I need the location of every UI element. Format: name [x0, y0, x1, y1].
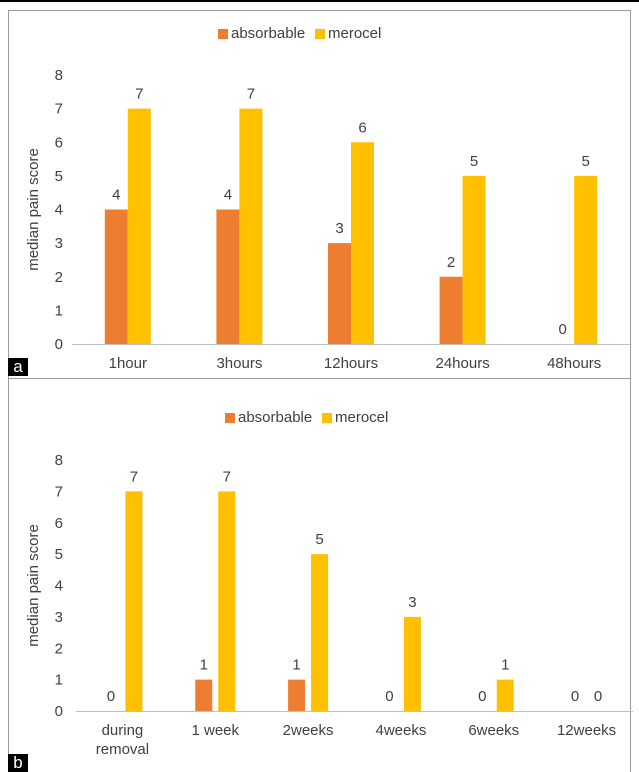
y-tick-label: 8 — [55, 67, 63, 84]
bar-merocel — [403, 616, 421, 711]
data-label-absorbable: 0 — [559, 321, 567, 338]
data-label-merocel: 7 — [135, 86, 143, 103]
bar-merocel — [125, 491, 143, 711]
panel-border — [8, 10, 631, 378]
y-axis-title: median pain score — [25, 524, 42, 647]
data-label-absorbable: 0 — [571, 688, 579, 705]
legend-swatch-absorbable — [225, 413, 235, 423]
data-label-merocel: 5 — [315, 531, 323, 548]
data-label-merocel: 7 — [130, 468, 138, 485]
data-label-merocel: 5 — [470, 153, 478, 170]
x-tick-label: 1hour — [109, 355, 147, 372]
data-label-absorbable: 1 — [292, 657, 300, 674]
legend: absorbable merocel — [218, 25, 381, 42]
data-label-merocel: 3 — [408, 594, 416, 611]
y-tick-label: 6 — [55, 515, 63, 532]
y-tick-label: 5 — [55, 546, 63, 563]
x-tick-label: 24hours — [435, 355, 489, 372]
x-tick-label: 12hours — [324, 355, 378, 372]
y-tick-label: 7 — [55, 101, 63, 118]
bar-absorbable — [439, 276, 463, 344]
x-tick-label: during — [102, 722, 144, 739]
data-label-absorbable: 2 — [447, 254, 455, 271]
bar-merocel — [574, 175, 598, 344]
bar-merocel — [462, 175, 486, 344]
y-tick-label: 0 — [55, 336, 63, 353]
x-tick-label: 4weeks — [375, 722, 426, 739]
x-tick-label: 12weeks — [557, 722, 616, 739]
bar-absorbable — [104, 209, 128, 344]
legend-label-merocel: merocel — [335, 409, 388, 426]
legend-swatch-absorbable — [218, 29, 228, 39]
bar-merocel — [218, 491, 236, 711]
data-label-absorbable: 0 — [478, 688, 486, 705]
y-tick-label: 3 — [55, 235, 63, 252]
data-label-absorbable: 3 — [335, 220, 343, 237]
y-tick-label: 1 — [55, 672, 63, 689]
y-tick-label: 4 — [55, 202, 63, 219]
legend-label-merocel: merocel — [328, 25, 381, 42]
bar-absorbable — [195, 679, 213, 711]
legend-label-absorbable: absorbable — [231, 25, 305, 42]
legend: absorbable merocel — [225, 409, 388, 426]
y-tick-label: 5 — [55, 168, 63, 185]
y-tick-label: 0 — [55, 703, 63, 720]
panel-label-a: a — [8, 358, 28, 376]
bar-merocel — [311, 554, 329, 711]
y-tick-label: 8 — [55, 452, 63, 469]
x-tick-label: 1 week — [191, 722, 239, 739]
bar-merocel — [351, 142, 374, 344]
chart-panel-b: absorbable merocel 0 1 2 3 4 5 6 7 8 median pain sc… — [0, 378, 639, 772]
bar-absorbable — [328, 243, 351, 344]
y-tick-label: 2 — [55, 269, 63, 286]
data-label-merocel: 0 — [594, 688, 602, 705]
y-tick-label: 7 — [55, 483, 63, 500]
data-label-absorbable: 0 — [107, 688, 115, 705]
legend-label-absorbable: absorbable — [238, 409, 312, 426]
y-tick-label: 6 — [55, 134, 63, 151]
x-tick-label: 3hours — [216, 355, 262, 372]
data-label-merocel: 7 — [247, 86, 255, 103]
bar-merocel — [127, 108, 151, 344]
x-tick-label: removal — [96, 741, 149, 758]
panel-label-b: b — [8, 754, 28, 772]
bar-chart-a: absorbable merocel 0 1 2 3 4 5 6 7 8 median pain sc… — [25, 25, 630, 372]
legend-swatch-merocel — [315, 29, 325, 39]
legend-swatch-merocel — [322, 413, 332, 423]
bar-absorbable — [216, 209, 240, 344]
data-label-absorbable: 4 — [112, 187, 120, 204]
data-label-merocel: 6 — [358, 119, 366, 136]
data-label-merocel: 5 — [582, 153, 590, 170]
y-tick-label: 4 — [55, 578, 63, 595]
data-label-absorbable: 4 — [224, 187, 232, 204]
chart-panel-a: absorbable merocel 0 1 2 3 4 5 6 7 8 median pain sc… — [0, 2, 639, 378]
data-label-absorbable: 1 — [200, 657, 208, 674]
data-label-absorbable: 0 — [385, 688, 393, 705]
bar-merocel — [239, 108, 263, 344]
panel-border — [8, 378, 631, 772]
x-tick-label: 2weeks — [283, 722, 334, 739]
y-axis-title: median pain score — [25, 148, 42, 271]
y-tick-label: 2 — [55, 640, 63, 657]
bar-merocel — [496, 679, 514, 711]
bar-absorbable — [288, 679, 306, 711]
x-tick-label: 6weeks — [468, 722, 519, 739]
y-tick-label: 1 — [55, 302, 63, 319]
x-tick-label: 48hours — [547, 355, 601, 372]
y-tick-label: 3 — [55, 609, 63, 626]
data-label-merocel: 7 — [223, 468, 231, 485]
data-label-merocel: 1 — [501, 657, 509, 674]
